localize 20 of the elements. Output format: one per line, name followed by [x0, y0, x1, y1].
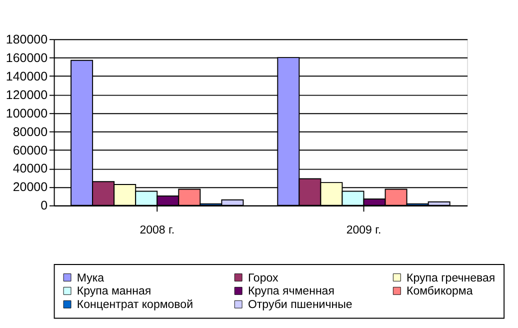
y-tick-label: 40000: [12, 162, 48, 176]
x-tick-label: 2008 г.: [140, 224, 175, 237]
y-tick-label: 60000: [12, 143, 48, 158]
legend-label: Мука: [76, 272, 105, 284]
y-tick-label: 80000: [12, 124, 48, 139]
x-tick-label: 2009 г.: [346, 224, 382, 237]
legend-label: Комбикорма: [406, 286, 474, 298]
legend-label: Крупа манная: [76, 286, 152, 298]
legend-label: Отруби пшеничные: [248, 299, 352, 312]
y-tick-label: 20000: [12, 180, 48, 194]
legend-label: Горох: [248, 272, 278, 284]
legend-label: Крупа гречневая: [406, 272, 496, 284]
y-tick-label: 0: [40, 198, 48, 213]
legend-label: Крупа ячменная: [248, 286, 334, 298]
y-tick-label: 120000: [6, 88, 48, 102]
y-tick-label: 140000: [6, 69, 48, 84]
legend-label: Концентрат кормовой: [76, 299, 194, 312]
y-tick-label: 100000: [6, 106, 48, 120]
y-tick-label: 160000: [6, 50, 48, 65]
y-tick-label: 180000: [6, 32, 48, 46]
